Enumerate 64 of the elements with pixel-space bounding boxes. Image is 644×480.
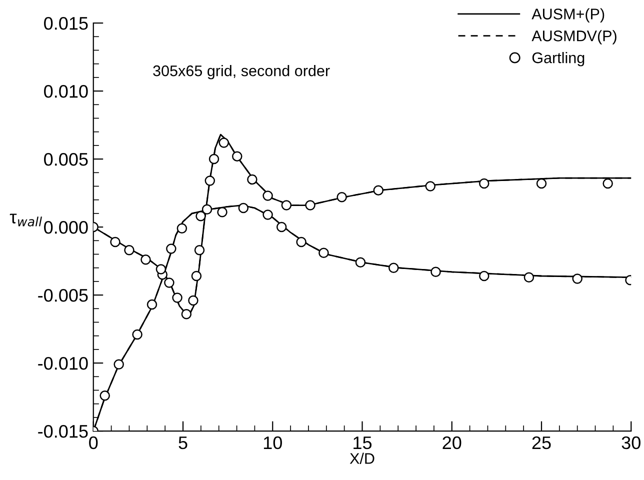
point bbox=[166, 244, 176, 254]
point bbox=[388, 262, 399, 273]
y-tick-label: 0.010 bbox=[44, 84, 88, 98]
y-tick-label: -0.010 bbox=[38, 356, 88, 370]
point bbox=[218, 138, 229, 148]
point bbox=[132, 329, 142, 340]
point bbox=[140, 254, 151, 265]
point bbox=[425, 181, 436, 192]
point bbox=[536, 178, 547, 189]
point bbox=[208, 154, 220, 164]
point bbox=[181, 308, 192, 320]
point bbox=[176, 223, 188, 234]
x-tick-label: 5 bbox=[178, 436, 188, 450]
point bbox=[524, 272, 534, 282]
x-tick-label: 20 bbox=[442, 436, 462, 450]
y-tick-label: -0.005 bbox=[38, 288, 88, 302]
point bbox=[156, 264, 166, 274]
y-axis-title: τ$_{wall}$ bbox=[10, 214, 42, 226]
point bbox=[430, 266, 441, 278]
point bbox=[305, 200, 316, 210]
point bbox=[373, 185, 384, 196]
legend-label: AUSM+(P) bbox=[532, 8, 604, 22]
point bbox=[217, 206, 228, 218]
x-axis-title: X/D bbox=[350, 452, 374, 464]
point bbox=[100, 390, 110, 401]
point bbox=[247, 174, 258, 185]
point bbox=[238, 202, 249, 214]
point bbox=[276, 222, 287, 232]
point bbox=[194, 245, 205, 256]
x-tick-label: 15 bbox=[354, 436, 372, 450]
legend-label: Gartling bbox=[532, 52, 584, 66]
point bbox=[479, 178, 490, 189]
x-tick-label: 25 bbox=[532, 436, 551, 450]
point bbox=[336, 192, 347, 202]
point bbox=[296, 236, 306, 248]
x-tick-label: 10 bbox=[264, 436, 282, 450]
point bbox=[204, 176, 216, 186]
point bbox=[110, 236, 120, 248]
y-tick-label: -0.015 bbox=[38, 424, 88, 438]
point bbox=[146, 299, 158, 310]
y-tick-label: 0.000 bbox=[44, 220, 88, 234]
point bbox=[281, 200, 292, 210]
point bbox=[114, 359, 124, 370]
point bbox=[262, 210, 273, 220]
point bbox=[262, 190, 273, 201]
x-tick-label: 30 bbox=[622, 436, 640, 450]
point bbox=[355, 257, 366, 268]
point bbox=[164, 278, 174, 288]
point bbox=[572, 274, 582, 284]
point bbox=[479, 270, 490, 282]
point bbox=[202, 204, 212, 214]
point bbox=[172, 292, 182, 303]
y-tick-label: 0.005 bbox=[44, 152, 88, 166]
point bbox=[602, 178, 613, 189]
point bbox=[196, 211, 206, 222]
x-tick-label: 0 bbox=[89, 436, 98, 450]
point bbox=[124, 245, 134, 256]
point bbox=[318, 248, 329, 258]
point bbox=[191, 270, 202, 282]
point bbox=[188, 295, 198, 306]
y-tick-label: 0.015 bbox=[44, 16, 88, 30]
point bbox=[232, 151, 242, 162]
legend-label: AUSMDV(P) bbox=[532, 30, 616, 44]
annotation: 305x65 grid, second order bbox=[153, 65, 330, 80]
